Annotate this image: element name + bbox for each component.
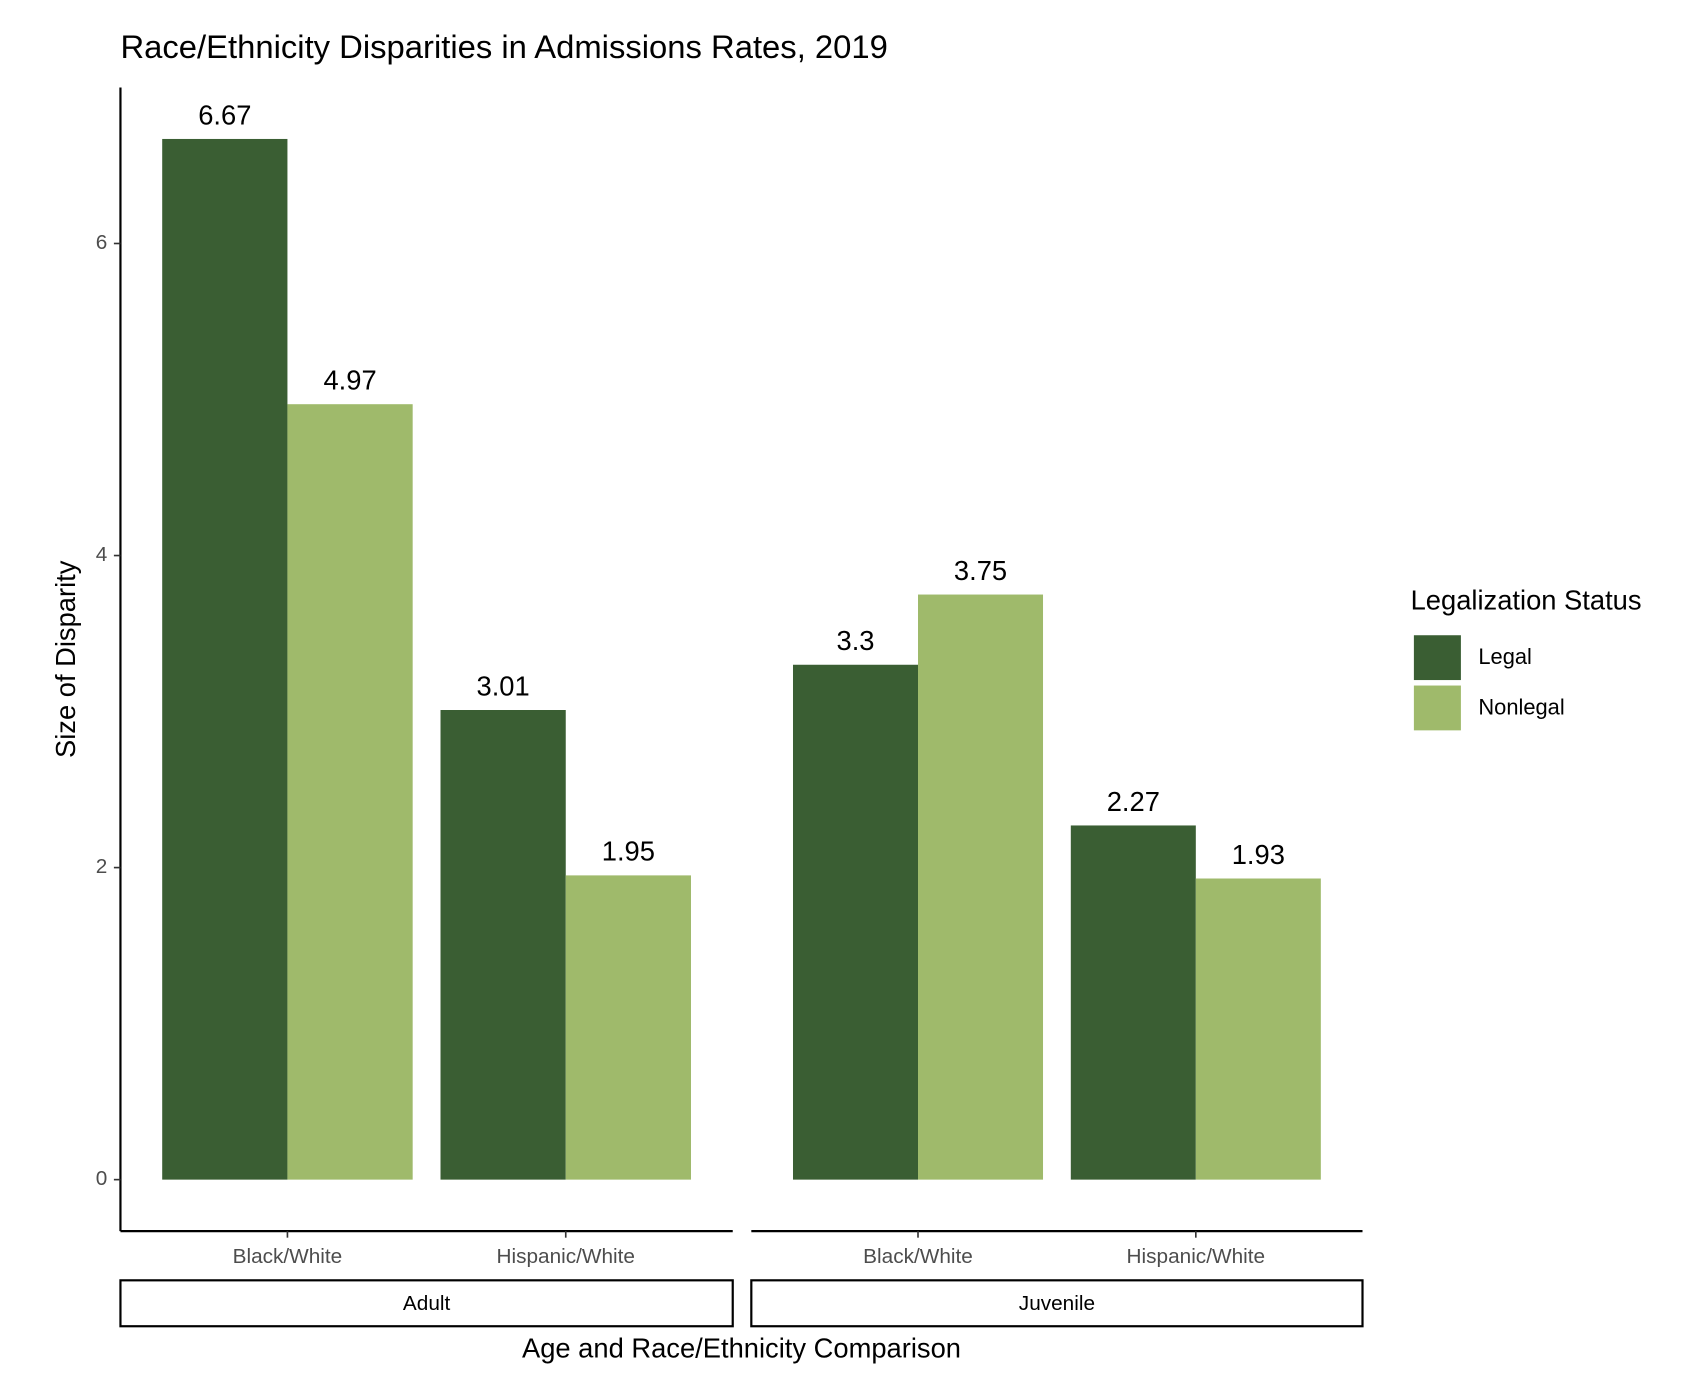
bar [792,664,919,1180]
value-label: 2.27 [1107,786,1160,817]
y-axis-title: Size of Disparity [50,560,81,758]
legend-swatch [1413,685,1461,731]
bar [287,404,413,1180]
value-label: 4.97 [323,365,376,396]
bar [565,875,691,1180]
legend-swatch [1413,635,1461,681]
value-label: 3.75 [954,555,1007,586]
value-label: 3.3 [836,625,874,656]
value-label: 3.01 [477,670,530,701]
bar [440,710,566,1180]
strip [750,1279,1364,1328]
chart-title: Race/Ethnicity Disparities in Admissions… [120,28,887,65]
y-tick-label: 6 [96,231,108,254]
value-label: 1.93 [1232,839,1285,870]
value-label: 1.95 [602,836,655,867]
x-tick-label: Black/White [233,1245,343,1268]
legend-label: Legal [1478,644,1532,669]
strip-label: Adult [403,1292,451,1315]
bar [1070,825,1196,1180]
bar [1195,878,1321,1180]
strip-label: Juvenile [1019,1292,1095,1315]
legend-label: Nonlegal [1478,694,1564,719]
y-tick-label: 0 [96,1167,108,1190]
y-tick-label: 4 [96,543,108,566]
x-tick-label: Hispanic/White [496,1245,634,1268]
legend-title: Legalization Status [1411,585,1642,616]
x-tick-label: Black/White [863,1245,973,1268]
strip [119,1279,734,1328]
x-tick-label: Hispanic/White [1127,1245,1266,1268]
x-axis-title: Age and Race/Ethnicity Comparison [522,1333,961,1364]
bar [162,138,288,1180]
y-tick-label: 2 [96,855,108,878]
bar [918,594,1044,1180]
value-label: 6.67 [198,99,251,130]
